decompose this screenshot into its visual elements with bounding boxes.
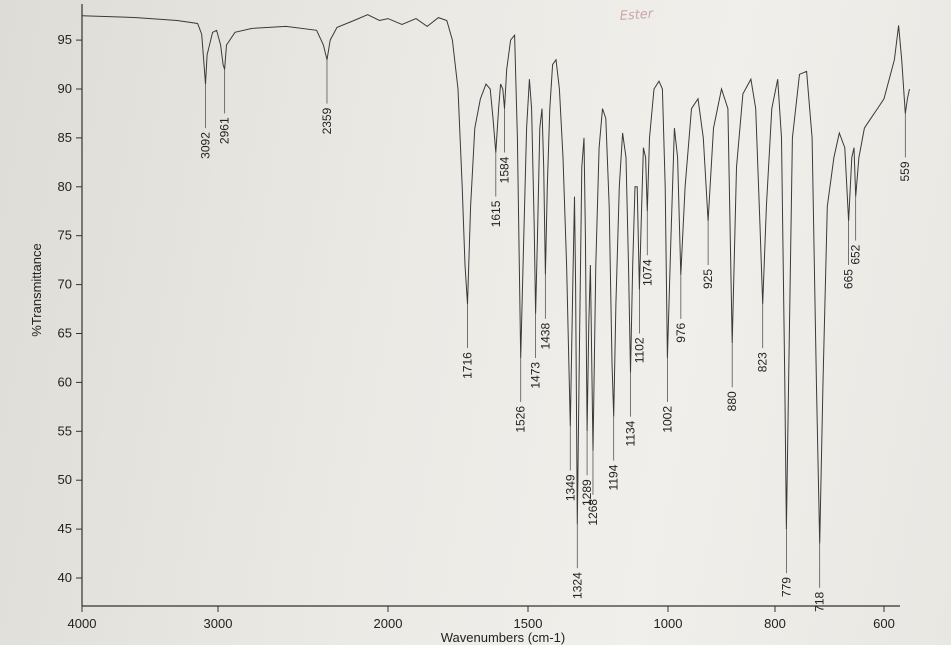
x-tick-label: 800 [764, 616, 786, 631]
y-axis-ticks: 95 90 85 80 75 70 65 60 55 50 45 40 [58, 32, 82, 585]
peak-label: 1716 [460, 352, 474, 379]
x-tick-label: 3000 [204, 616, 233, 631]
x-tick-label: 2000 [374, 616, 403, 631]
peak-label: 1268 [586, 499, 600, 526]
y-axis-label: %Transmittance [29, 243, 44, 336]
peak-label: 2961 [218, 117, 232, 144]
y-tick-label: 50 [58, 472, 72, 487]
y-tick-label: 85 [58, 130, 72, 145]
peak-label: 823 [756, 352, 770, 372]
peak-label: 559 [898, 161, 912, 181]
peak-label: 1324 [570, 572, 584, 599]
y-tick-label: 75 [58, 228, 72, 243]
peak-label: 1526 [514, 406, 528, 433]
peak-label: 1134 [624, 420, 638, 446]
peak-label: 925 [701, 269, 715, 289]
peak-labels: 3092 2961 2359 1716 1615 1584 1526 1473 1438 1349… [199, 107, 913, 611]
x-tick-label: 1000 [654, 616, 683, 631]
y-tick-label: 90 [58, 81, 72, 96]
x-tick-label: 600 [873, 616, 895, 631]
peak-label: 665 [842, 269, 856, 289]
x-tick-label: 4000 [68, 616, 97, 631]
x-tick-label: 1500 [514, 616, 543, 631]
peak-label: 3092 [199, 132, 213, 159]
y-tick-label: 55 [58, 423, 72, 438]
peak-label: 1002 [660, 406, 674, 433]
spectrum-line [81, 14, 910, 544]
x-axis-ticks: 4000 3000 2000 1500 1000 800 600 [68, 606, 895, 631]
peak-label: 1584 [497, 156, 511, 183]
peak-label: 976 [674, 322, 688, 342]
peak-label: 880 [725, 391, 739, 411]
x-axis-label: Wavenumbers (cm-1) [441, 630, 565, 645]
y-tick-label: 45 [58, 521, 72, 536]
peak-label: 1102 [632, 337, 646, 363]
peak-label: 1438 [538, 323, 552, 350]
peak-label: 1473 [529, 362, 543, 389]
peak-markers [205, 59, 906, 588]
peak-label: 652 [849, 244, 863, 264]
y-tick-label: 80 [58, 179, 72, 194]
peak-label: 779 [779, 577, 793, 597]
peak-label: 1074 [640, 259, 654, 286]
y-tick-label: 40 [58, 570, 72, 585]
peak-label: 1349 [563, 474, 577, 501]
y-tick-label: 95 [58, 32, 72, 47]
y-tick-label: 60 [58, 374, 72, 389]
peak-label: 718 [813, 591, 827, 611]
handwritten-annotation: Ester [619, 7, 655, 24]
peak-label: 1194 [607, 464, 621, 490]
peak-label: 1289 [580, 479, 594, 506]
peak-label: 1615 [489, 200, 503, 227]
y-tick-label: 70 [58, 277, 72, 292]
peak-label: 2359 [320, 107, 334, 134]
y-tick-label: 65 [58, 326, 72, 341]
